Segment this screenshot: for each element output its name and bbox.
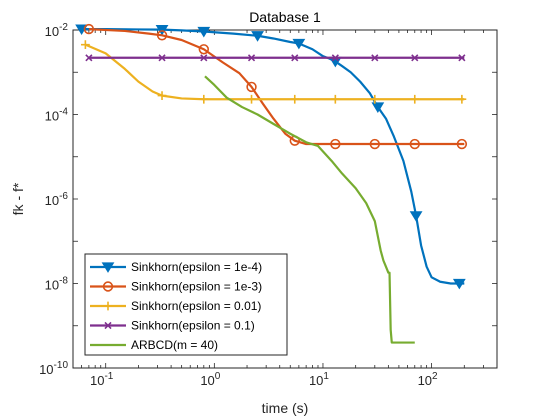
marker: [104, 321, 112, 330]
marker: [330, 138, 341, 150]
marker: [370, 94, 380, 104]
y-tick-label: 10-2: [45, 22, 69, 39]
marker: [331, 54, 339, 62]
legend-label: ARBCD(m = 40): [131, 338, 218, 352]
x-tick-label: 101: [309, 371, 329, 388]
legend-entry: Sinkhorn(epsilon = 1e-3): [90, 280, 262, 294]
series-layer: [75, 23, 468, 344]
marker: [200, 54, 208, 62]
legend-box: [84, 253, 288, 356]
chart-title: Database 1: [249, 9, 321, 25]
series-5: [204, 75, 415, 344]
marker: [102, 281, 114, 292]
marker: [199, 94, 209, 104]
legend-label: Sinkhorn(epsilon = 1e-3): [131, 280, 262, 294]
y-tick-label: 10-10: [39, 360, 68, 377]
marker: [155, 25, 169, 36]
marker: [457, 94, 467, 104]
legend-label: Sinkhorn(epsilon = 0.01): [131, 299, 261, 313]
marker: [157, 91, 167, 101]
marker: [197, 26, 211, 38]
series-4: [85, 54, 466, 62]
marker: [291, 54, 299, 62]
legend-entries: Sinkhorn(epsilon = 1e-4) Sinkhorn(epsilon…: [90, 260, 262, 352]
x-axis-label: time (s): [262, 400, 309, 416]
y-tick-label: 10-6: [45, 191, 69, 208]
marker: [410, 94, 420, 104]
marker: [198, 44, 210, 55]
series-line: [88, 28, 465, 146]
marker: [80, 40, 90, 50]
legend-label: Sinkhorn(epsilon = 0.1): [131, 319, 255, 333]
legend-entry: ARBCD(m = 40): [90, 338, 218, 352]
marker: [247, 54, 256, 62]
x-tick-label: 102: [418, 371, 438, 388]
tick-labels: 10-1 100 101 102 10-10 10-8 10-6 10-4 10-2: [39, 22, 438, 388]
marker: [290, 94, 300, 104]
marker: [371, 54, 379, 62]
marker: [330, 94, 340, 104]
legend-entry: Sinkhorn(epsilon = 0.01): [90, 299, 261, 313]
marker: [371, 102, 385, 113]
series-line: [204, 75, 415, 344]
marker: [251, 31, 264, 42]
y-tick-label: 10-4: [45, 107, 69, 124]
x-tick-label: 100: [200, 371, 220, 388]
marker: [103, 301, 113, 311]
legend-entry: Sinkhorn(epsilon = 1e-4): [90, 260, 262, 274]
marker: [246, 81, 257, 93]
marker: [247, 94, 256, 104]
legend-label: Sinkhorn(epsilon = 1e-4): [131, 260, 262, 274]
marker: [158, 54, 166, 62]
marker: [409, 211, 423, 222]
marker: [458, 54, 466, 62]
y-axis-label: fk - f*: [10, 182, 26, 215]
marker: [83, 23, 95, 35]
marker: [85, 54, 93, 62]
marker: [452, 278, 466, 290]
x-tick-label: 10-1: [90, 371, 114, 388]
marker: [409, 138, 420, 150]
marker: [369, 138, 380, 150]
marker: [156, 30, 168, 41]
legend-entry: Sinkhorn(epsilon = 0.1): [90, 319, 255, 333]
y-tick-label: 10-8: [45, 276, 69, 293]
marker: [101, 262, 115, 273]
legend: Sinkhorn(epsilon = 1e-4) Sinkhorn(epsilon…: [84, 253, 288, 356]
marker: [456, 138, 468, 150]
marker: [292, 38, 306, 50]
marker: [411, 54, 419, 62]
